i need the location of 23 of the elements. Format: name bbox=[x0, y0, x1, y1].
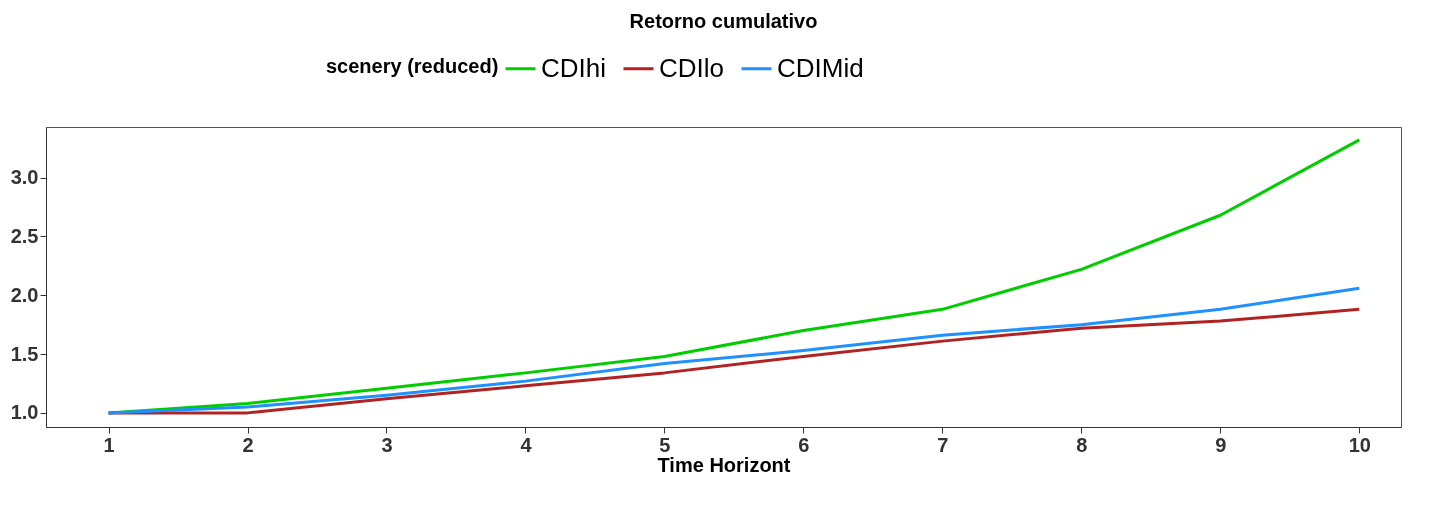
x-tick-label: 10 bbox=[1348, 433, 1371, 456]
x-tick-label: 3 bbox=[381, 433, 393, 456]
y-tick-label: 1.5 bbox=[10, 342, 39, 365]
y-tick-label: 3.0 bbox=[10, 166, 39, 189]
line-series bbox=[107, 138, 1361, 415]
y-tick-label: 1.0 bbox=[10, 401, 39, 424]
legend-label: CDIhi bbox=[541, 52, 607, 83]
y-tick-label: 2.0 bbox=[10, 283, 39, 306]
x-tick-label: 9 bbox=[1215, 433, 1227, 456]
x-tick-label: 1 bbox=[103, 433, 115, 456]
x-tick-label: 5 bbox=[659, 433, 671, 456]
x-axis-title: Time Horizont bbox=[657, 453, 791, 476]
x-tick-label: 2 bbox=[242, 433, 254, 456]
x-tick-label: 8 bbox=[1076, 433, 1088, 456]
legend-label: CDIlo bbox=[659, 52, 725, 83]
x-tick-label: 6 bbox=[798, 433, 810, 456]
legend-title: scenery (reduced) bbox=[326, 55, 499, 77]
x-tick-label: 4 bbox=[520, 433, 533, 456]
x-tick-label: 7 bbox=[937, 433, 949, 456]
line-series bbox=[107, 286, 1361, 415]
y-tick-label: 2.5 bbox=[10, 224, 39, 247]
legend-label: CDIMid bbox=[777, 52, 864, 83]
chart-title: Retorno cumulativo bbox=[629, 10, 818, 32]
